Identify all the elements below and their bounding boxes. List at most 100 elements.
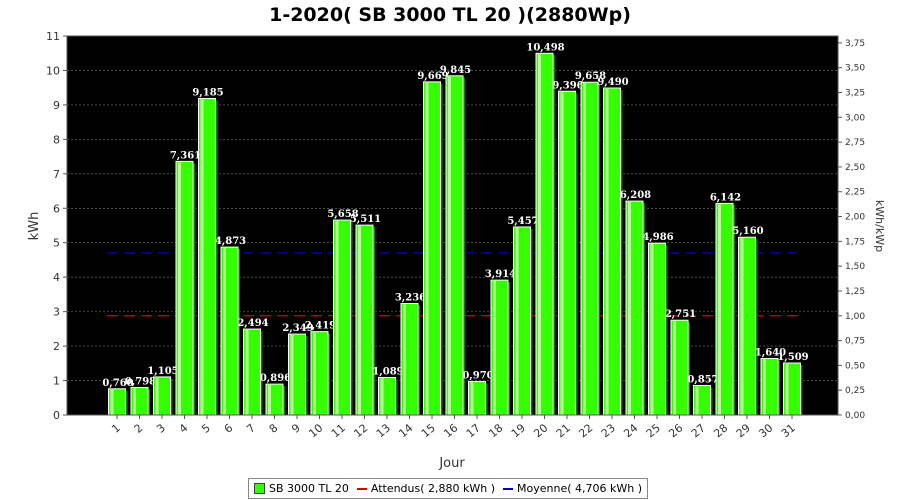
data-label: 4,986 (642, 232, 673, 243)
legend-label-expected: Attendus( 2,880 kWh ) (370, 482, 496, 495)
x-tick-label: 31 (779, 421, 798, 440)
bar-highlight (200, 99, 204, 415)
y-tick-label: 2 (53, 340, 60, 353)
x-tick-label: 8 (267, 421, 281, 435)
legend: SB 3000 TL 20 Attendus( 2,880 kWh ) Moye… (248, 478, 649, 499)
left-axis: 0 1 2 3 4 5 6 7 8 9 10 11 (46, 30, 67, 422)
y2-tick-label: 3,00 (845, 113, 865, 123)
legend-item-expected: Attendus( 2,880 kWh ) (356, 482, 496, 495)
legend-swatch-icon (254, 483, 265, 494)
data-label: 5,457 (507, 216, 538, 227)
x-tick-label: 22 (576, 421, 595, 440)
y-tick-label: 1 (53, 375, 60, 388)
x-tick-label: 29 (734, 421, 753, 440)
data-label: 7,361 (170, 150, 201, 161)
data-label: 10,498 (526, 42, 564, 53)
y2-tick-label: 3,25 (845, 89, 865, 99)
bar-highlight (223, 248, 226, 415)
bar-highlight (493, 281, 496, 415)
y-tick-label: 0 (53, 409, 60, 422)
y2-tick-label: 2,75 (845, 138, 865, 148)
bar-highlight (628, 202, 631, 415)
legend-line-icon (356, 487, 367, 490)
x-tick-label: 27 (689, 421, 708, 440)
x-tick-label: 10 (306, 421, 325, 440)
x-tick-label: 2 (132, 421, 146, 435)
x-tick-label: 7 (244, 421, 258, 435)
bar-highlight (245, 330, 249, 415)
data-label: 9,396 (552, 80, 583, 91)
legend-item-production: SB 3000 TL 20 (254, 482, 349, 495)
data-label: 3,236 (395, 293, 426, 304)
y2-tick-label: 2,00 (845, 213, 865, 223)
y-tick-label: 7 (53, 168, 60, 181)
bar-highlight (403, 304, 406, 415)
legend-label-production: SB 3000 TL 20 (269, 482, 349, 495)
x-tick-label: 18 (486, 421, 505, 440)
y2-tick-label: 3,50 (845, 64, 865, 74)
bar-highlight (358, 226, 361, 415)
data-label: 5,160 (732, 226, 763, 237)
bar-highlight (583, 83, 586, 415)
y2-axis-title: kWh/kWp (873, 200, 886, 252)
bar-highlight (448, 76, 451, 416)
x-tick-label: 13 (374, 421, 393, 440)
data-label: 4,873 (215, 236, 246, 247)
bar-highlight (178, 162, 181, 415)
data-label: 0,798 (125, 377, 156, 388)
bar-highlight (133, 388, 136, 415)
data-label: 6,142 (710, 192, 741, 203)
data-label: 0,970 (462, 371, 493, 382)
bar-highlight (110, 389, 114, 415)
bar-highlight (470, 382, 474, 415)
y-tick-label: 11 (46, 30, 60, 43)
x-tick-label: 20 (531, 421, 550, 440)
x-tick-label: 5 (199, 421, 213, 435)
bar-highlight (268, 385, 271, 415)
bar-highlight (650, 244, 654, 415)
y-tick-label: 9 (53, 99, 60, 112)
bar-highlight (515, 227, 519, 415)
y2-tick-label: 1,25 (845, 287, 865, 297)
data-label: 2,349 (282, 323, 313, 334)
bar-highlight (695, 386, 699, 415)
x-tick-label: 23 (599, 421, 618, 440)
data-label: 6,208 (620, 190, 651, 201)
bar-highlight (718, 204, 721, 415)
data-label: 5,658 (327, 209, 358, 220)
data-label: 2,751 (665, 309, 696, 320)
x-tick-label: 26 (666, 421, 685, 440)
x-tick-label: 9 (289, 421, 303, 435)
data-label: 9,669 (417, 71, 448, 82)
bar-highlight (425, 82, 429, 415)
data-label: 0,857 (687, 374, 718, 385)
x-tick-label: 16 (441, 421, 460, 440)
data-label: 1,089 (372, 366, 403, 377)
x-tick-label: 24 (621, 421, 640, 440)
bar-highlight (560, 92, 564, 416)
data-label: 9,845 (440, 65, 471, 76)
y-tick-label: 5 (53, 237, 60, 250)
data-label: 0,896 (260, 373, 291, 384)
bar-highlight (313, 332, 316, 415)
x-tick-label: 4 (177, 421, 191, 435)
data-label: 9,490 (597, 77, 628, 88)
chart-title: 1-2020( SB 3000 TL 20 )(2880Wp) (269, 4, 631, 26)
y2-tick-label: 0,50 (845, 361, 865, 371)
bar-highlight (605, 89, 609, 415)
x-tick-label: 17 (464, 421, 483, 440)
bar-highlight (380, 378, 384, 415)
data-label: 1,105 (147, 366, 178, 377)
data-label: 9,658 (575, 71, 606, 82)
right-axis: 0,00 0,25 0,50 0,75 1,00 1,25 1,50 1,75 2,00 2,25… (838, 39, 865, 421)
data-label: 2,419 (305, 321, 336, 332)
bar-highlight (155, 377, 159, 415)
data-label: 2,494 (237, 318, 268, 329)
x-tick-label: 28 (711, 421, 730, 440)
x-axis: 1 2 3 4 5 6 7 8 9 10 11 12 13 14 15 16 17 18 19 20 21 22 23 24 2… (109, 415, 798, 440)
y2-tick-label: 1,75 (845, 237, 865, 247)
x-tick-label: 30 (756, 421, 775, 440)
x-tick-label: 14 (396, 421, 415, 440)
bar-highlight (785, 364, 789, 415)
